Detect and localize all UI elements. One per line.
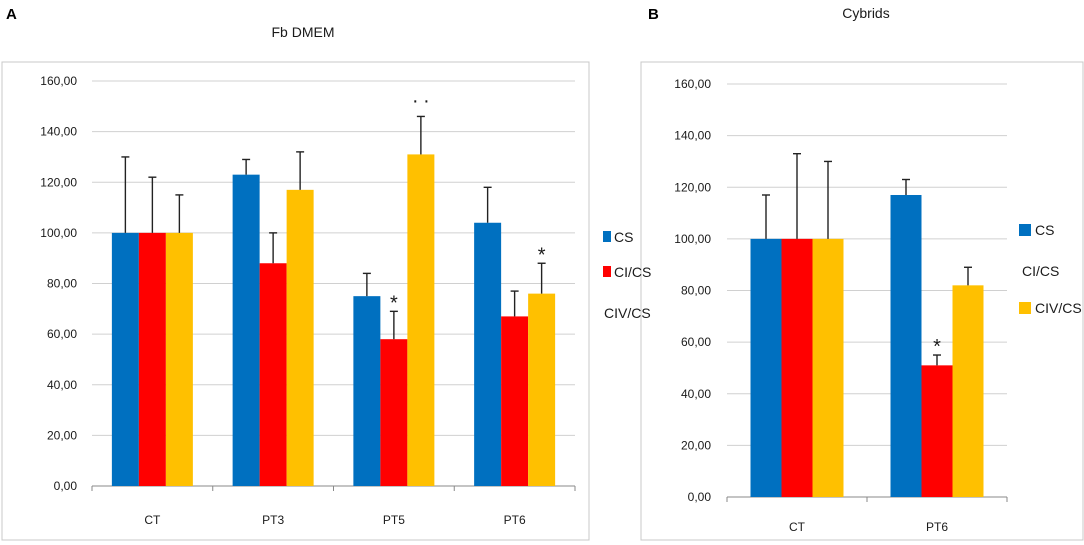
panel-a-significance-mark: * (390, 292, 398, 314)
panel-a-bar-ci-cs-pt5 (380, 339, 408, 486)
panel-a-ytick-label: 20,00 (47, 428, 77, 442)
panel-a-bar-ci-cs-ct (138, 232, 166, 486)
panel-a-bar-civ-cs-pt5 (407, 154, 435, 486)
panel-b-ytick-label: 0,00 (688, 490, 712, 504)
panel-b-bar-cs-ct (750, 238, 782, 497)
panel-b-category-label: PT6 (926, 520, 948, 534)
panel-b-bar-civ-cs-pt6 (952, 285, 984, 497)
panel-a-bar-civ-cs-pt3 (286, 189, 314, 486)
legend-a-label-civ: CIV/CS (604, 305, 651, 321)
panel-a-ytick-label: 140,00 (40, 125, 77, 139)
panel-b-significance-mark: * (933, 336, 941, 358)
panel-b-ytick-label: 100,00 (674, 232, 711, 246)
panel-a-bar-ci-cs-pt3 (259, 263, 287, 486)
panel-a-category-label: PT3 (262, 513, 284, 527)
panel-a-significance-mark: . . (413, 85, 430, 107)
panel-a-bar-ci-cs-pt6 (501, 316, 529, 486)
legend-b-label-cs: CS (1035, 222, 1054, 238)
panel-b-ytick-label: 140,00 (674, 129, 711, 143)
panel-b-ytick-label: 120,00 (674, 180, 711, 194)
legend-a-label-cs: CS (614, 229, 633, 245)
panel-a-ytick-label: 0,00 (54, 479, 78, 493)
panel-a-plot: 0,00 20,00 40,00 60,00 80,00 100,00 120,00 140,… (40, 74, 576, 527)
panel-a-frame (1, 61, 590, 541)
panel-b-ytick-label: 60,00 (681, 335, 711, 349)
legend-b-swatch-civ (1019, 302, 1031, 314)
panel-a-bar-civ-cs-ct (165, 232, 193, 486)
panel-a-bar-cs-pt3 (232, 174, 260, 486)
panel-b-ytick-label: 20,00 (681, 438, 711, 452)
panel-a-category-label: PT5 (383, 513, 405, 527)
panel-a-bar-cs-pt5 (353, 296, 381, 486)
panel-b-bar-cs-pt6 (890, 194, 922, 497)
panel-a-label: A (6, 6, 17, 23)
panel-a-ytick-label: 100,00 (40, 226, 77, 240)
legend-a-label-ci: CI/CS (614, 264, 651, 280)
panel-a-ytick-label: 60,00 (47, 327, 77, 341)
legend-b-label-ci: CI/CS (1022, 263, 1059, 279)
panel-a-title: Fb DMEM (272, 24, 335, 40)
panel-a-bar-cs-ct (111, 232, 139, 486)
panel-a-category-label: PT6 (504, 513, 526, 527)
panel-b-legend: CS CI/CS CIV/CS (1019, 222, 1082, 316)
legend-a-swatch-cs (603, 231, 611, 242)
panel-a-bar-cs-pt6 (474, 222, 502, 486)
panel-b-plot: 0,00 20,00 40,00 60,00 80,00 100,00 120,00 140,… (674, 77, 1008, 534)
panel-b-ytick-label: 80,00 (681, 284, 711, 298)
panel-a-significance-mark: * (538, 244, 546, 266)
panel-a-ytick-label: 160,00 (40, 74, 77, 88)
panel-a-legend: CS CI/CS CIV/CS (603, 229, 651, 321)
panel-b-frame (640, 61, 1084, 541)
panel-b-title: Cybrids (842, 5, 889, 21)
panel-a-ytick-label: 120,00 (40, 175, 77, 189)
panel-b-category-label: CT (789, 520, 806, 534)
panel-b-label: B (648, 6, 659, 23)
panel-a-ytick-label: 80,00 (47, 277, 77, 291)
panel-a-ytick-label: 40,00 (47, 378, 77, 392)
panel-b-ytick-label: 40,00 (681, 387, 711, 401)
legend-a-swatch-ci (603, 266, 611, 277)
legend-b-label-civ: CIV/CS (1035, 300, 1082, 316)
panel-b-bar-ci-cs-ct (781, 238, 813, 497)
panel-b-ytick-label: 160,00 (674, 77, 711, 91)
legend-b-swatch-cs (1019, 224, 1031, 236)
panel-a-category-label: CT (144, 513, 161, 527)
panel-b-bar-ci-cs-pt6 (921, 365, 953, 497)
panel-b-bar-civ-cs-ct (812, 238, 844, 497)
panel-a-bar-civ-cs-pt6 (528, 293, 556, 486)
